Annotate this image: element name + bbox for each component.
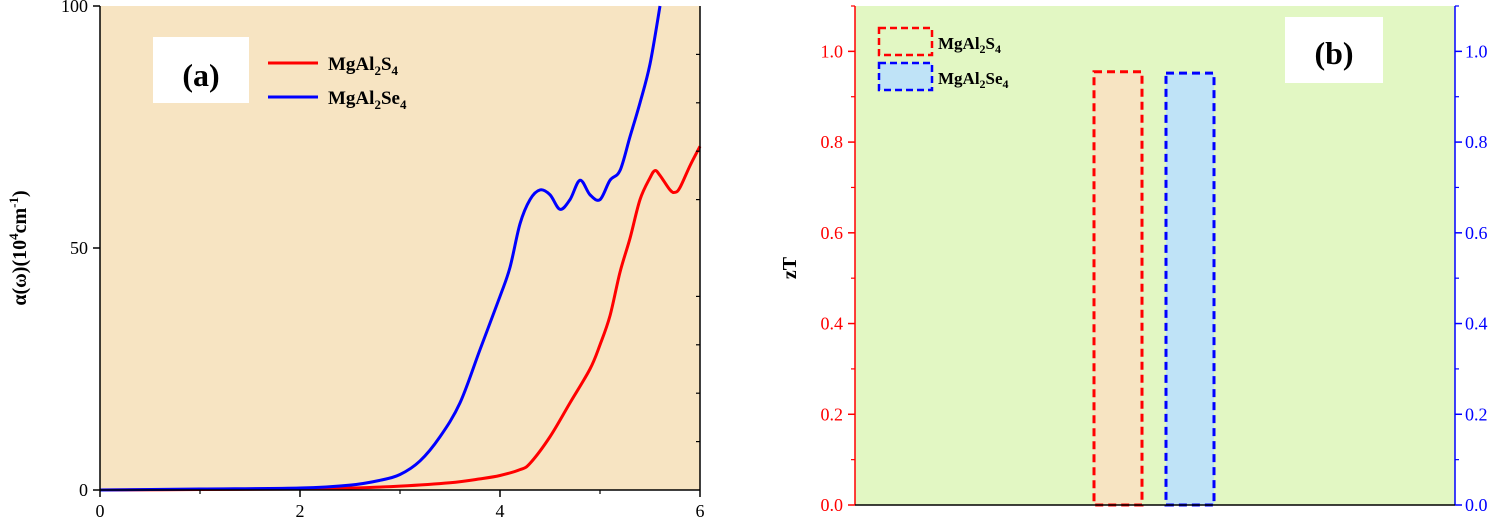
panel-b-left-ticks: 0.0 0.2 0.4 0.6 0.8 1.0 [821, 5, 855, 515]
panel-a-line-mgal2se4 [99, 5, 662, 492]
panel-a-line-mgal2s4 [99, 145, 702, 492]
panel-a-y-tick-label: 50 [70, 238, 88, 258]
panel-b-legend: MgAl2S4 MgAl2Se4 [877, 26, 1009, 92]
panel-b-plot-area [855, 6, 1455, 505]
panel-a-x-ticks: 0 2 4 6 [96, 490, 705, 521]
panel-a-x-tick-label: 6 [696, 501, 705, 521]
panel-a-x-tick-label: 2 [296, 501, 305, 521]
panel-b-bar-mgal2s4 [1092, 70, 1144, 507]
panel-a-y-ticks: 0 50 100 [61, 0, 100, 500]
panel-a-y-tick-label: 0 [79, 480, 88, 500]
panel-b-right-tick-label: 0.8 [1465, 132, 1488, 152]
panel-a-y-axis-label: α(ω)(104cm-1) [6, 190, 31, 305]
panel-a-legend-label-mgal2se4: MgAl2Se4 [328, 88, 407, 112]
panel-b-right-tick-label: 0.2 [1465, 404, 1488, 424]
panel-b-bars [1092, 70, 1216, 507]
panel-b-right-ticks: 0.0 0.2 0.4 0.6 0.8 1.0 [1455, 5, 1488, 515]
panel-a-absorption-chart: 0 2 4 6 0 50 100 α(ω)(104cm-1) (a) MgAl2S4 Mg… [6, 0, 705, 521]
panel-b-left-tick-label: 1.0 [821, 41, 844, 61]
panel-b-right-tick-label: 0.6 [1465, 223, 1488, 243]
panel-b-left-tick-label: 0.6 [821, 223, 844, 243]
panel-b-left-tick-label: 0.2 [821, 404, 844, 424]
panel-b-legend-label-mgal2s4: MgAl2S4 [938, 34, 1001, 56]
panel-b-left-tick-label: 0.4 [821, 314, 844, 334]
panel-a-y-tick-label: 100 [61, 0, 88, 16]
panel-b-y-axis-label: zT [779, 256, 801, 279]
panel-b-legend-swatch-mgal2se4 [877, 61, 934, 92]
panel-b-label-box [1285, 17, 1383, 83]
panel-a-label: (a) [182, 57, 219, 93]
panel-b-left-tick-label: 0.8 [821, 132, 844, 152]
panel-b-legend-label-mgal2se4: MgAl2Se4 [938, 69, 1009, 91]
panel-b-legend-swatch-mgal2s4 [877, 26, 934, 57]
panel-b-bar-mgal2se4 [1164, 71, 1216, 507]
panel-b-right-tick-label: 0.4 [1465, 314, 1488, 334]
panel-a-right-ticks [696, 53, 700, 443]
panel-a-legend-label-mgal2s4: MgAl2S4 [328, 54, 399, 78]
panel-a-x-tick-label: 4 [496, 501, 505, 521]
panel-a-x-tick-label: 0 [96, 501, 105, 521]
panel-a-series-lines [99, 5, 702, 492]
panel-b-right-tick-label: 0.0 [1465, 495, 1488, 515]
panel-a-legend: MgAl2S4 MgAl2Se4 [268, 54, 407, 112]
panel-b-label: (b) [1314, 35, 1353, 71]
panel-b-left-tick-label: 0.0 [821, 495, 844, 515]
panel-b-zt-chart: 0.0 0.2 0.4 0.6 0.8 1.0 0.0 0.2 0.4 0.6 0.8 1.0 zT… [779, 5, 1488, 515]
panel-a-label-box [153, 37, 249, 103]
panel-b-right-tick-label: 1.0 [1465, 41, 1488, 61]
